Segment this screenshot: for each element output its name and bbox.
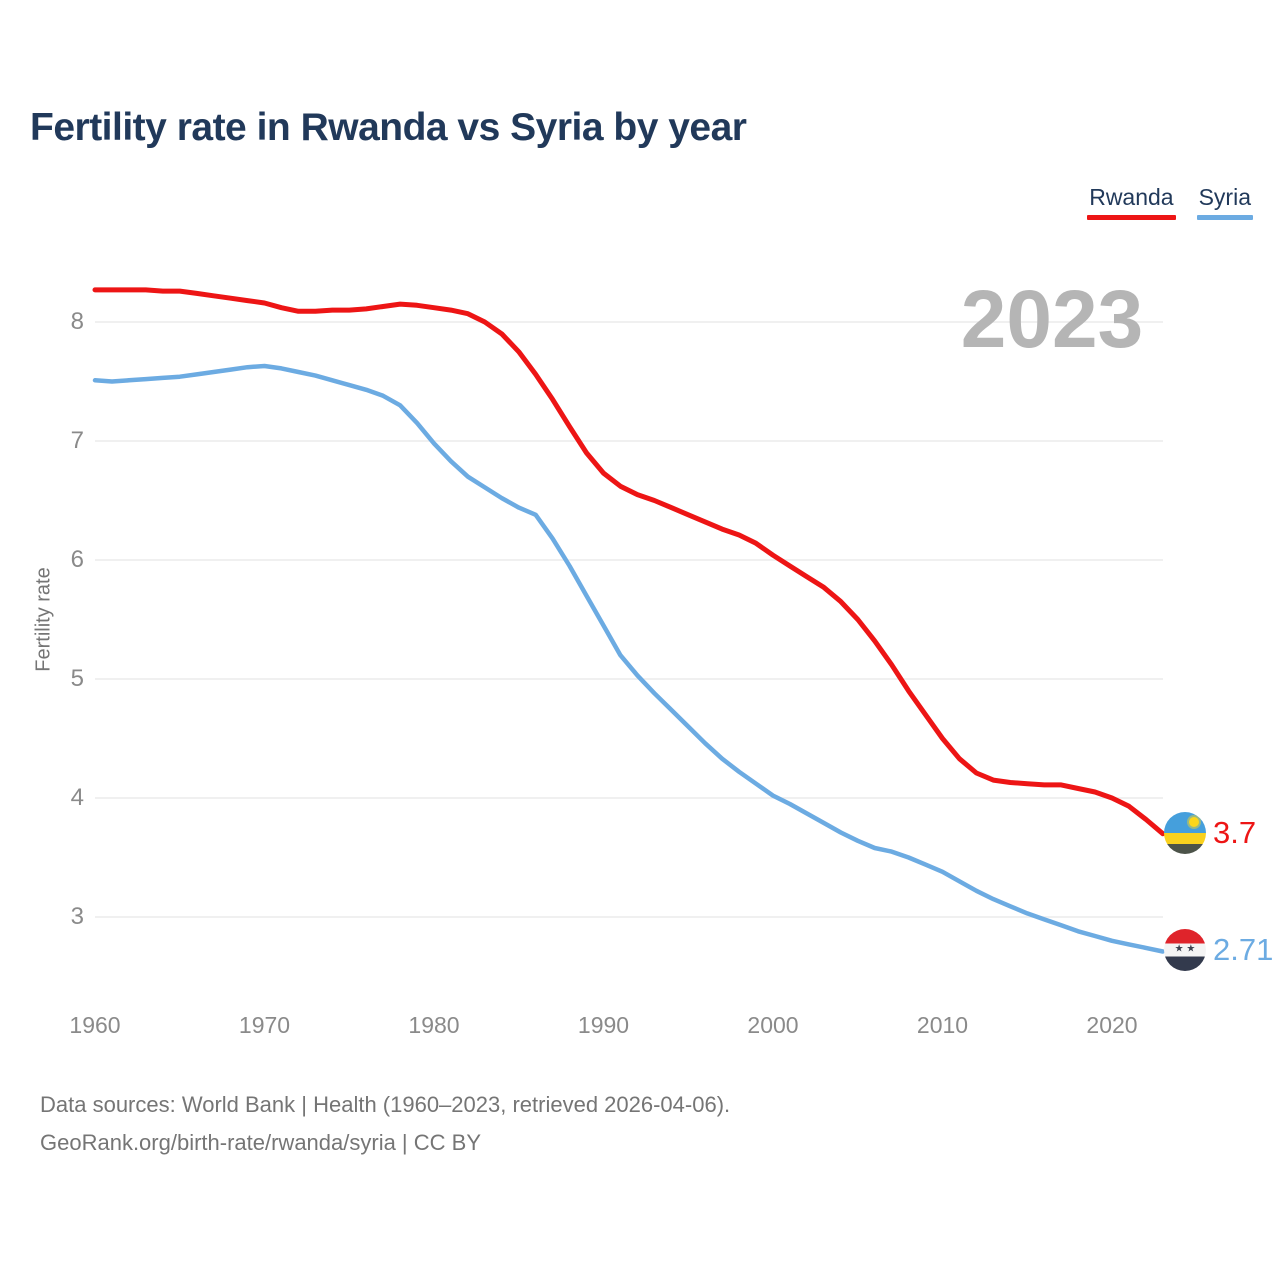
legend-underline-syria [1196, 215, 1253, 220]
syria-end-value: 2.71 [1213, 932, 1274, 967]
legend: Rwanda Syria [1087, 184, 1253, 220]
x-tick-label: 1960 [69, 1012, 121, 1038]
x-tick-label: 1990 [577, 1012, 630, 1038]
legend-label-syria: Syria [1198, 184, 1251, 210]
series-lines [92, 287, 1166, 954]
x-tick-label: 1970 [238, 1012, 291, 1038]
page-title: Fertility rate in Rwanda vs Syria by yea… [30, 106, 747, 149]
rwanda-line[interactable] [92, 287, 1166, 837]
x-tick-label: 2010 [916, 1012, 969, 1038]
y-tick-label: 4 [70, 784, 84, 811]
rwanda-flag-icon [1164, 812, 1206, 854]
gridlines [95, 321, 1163, 918]
rwanda-end-value: 3.7 [1213, 815, 1257, 850]
syria-end-label[interactable]: ★ ★ 2.71 [1164, 929, 1273, 971]
x-tick-label: 2000 [747, 1012, 799, 1038]
syria-flag-icon: ★ ★ [1164, 929, 1206, 971]
attribution-footer: Data sources: World Bank | Health (1960–… [40, 1086, 730, 1162]
legend-underline-rwanda [1087, 215, 1176, 220]
y-tick-label: 6 [70, 546, 84, 573]
rwanda-sun-icon [1189, 817, 1199, 827]
x-tick-label: 1980 [408, 1012, 460, 1038]
footer-link-line: GeoRank.org/birth-rate/rwanda/syria | CC… [40, 1130, 481, 1155]
syria-stars-icon: ★ ★ [1174, 943, 1196, 955]
y-tick-label: 5 [70, 665, 84, 692]
legend-label-rwanda: Rwanda [1089, 184, 1174, 210]
y-tick-label: 7 [70, 427, 84, 454]
rwanda-end-label[interactable]: 3.7 [1164, 812, 1256, 854]
syria-line[interactable] [92, 363, 1166, 954]
x-tick-label: 2020 [1086, 1012, 1138, 1038]
year-watermark: 2023 [961, 274, 1143, 365]
legend-item-rwanda[interactable]: Rwanda [1087, 184, 1176, 220]
footer-sources-line: Data sources: World Bank | Health (1960–… [40, 1092, 731, 1117]
legend-item-syria[interactable]: Syria [1196, 184, 1253, 220]
y-tick-label: 8 [70, 308, 84, 335]
y-tick-label: 3 [70, 903, 84, 930]
